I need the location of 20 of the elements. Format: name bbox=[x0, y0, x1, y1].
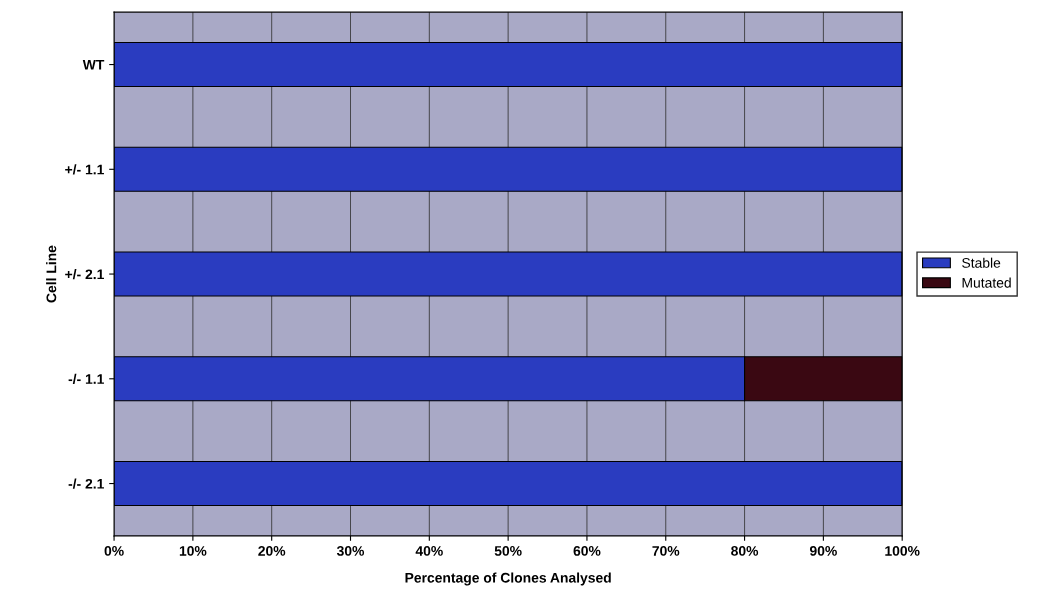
y-tick-label: +/- 1.1 bbox=[65, 164, 104, 175]
y-tick-label: +/- 2.1 bbox=[65, 269, 104, 280]
x-tick-label: 60% bbox=[573, 546, 601, 556]
y-tick-label: -/- 1.1 bbox=[68, 373, 104, 385]
x-tick-label: 70% bbox=[652, 546, 680, 556]
y-tick-label: -/- 2.1 bbox=[68, 478, 104, 489]
x-tick-label: 10% bbox=[179, 546, 207, 556]
y-tick-label: WT bbox=[82, 60, 105, 70]
legend-label: Mutated bbox=[962, 277, 1011, 288]
x-tick-label: 90% bbox=[809, 546, 837, 556]
x-tick-label: 80% bbox=[731, 546, 759, 556]
legend-label: Stable bbox=[962, 257, 1001, 268]
x-tick-label: 30% bbox=[336, 546, 365, 556]
x-tick-label: 100% bbox=[885, 546, 920, 556]
x-tick-label: 20% bbox=[258, 546, 286, 556]
x-tick-label: 0% bbox=[104, 546, 124, 556]
x-axis-title: Percentage of Clones Analysed bbox=[405, 572, 611, 586]
x-tick-label: 40% bbox=[415, 546, 443, 556]
y-axis-title: Cell Line bbox=[46, 245, 57, 303]
x-tick-label: 50% bbox=[494, 546, 522, 556]
